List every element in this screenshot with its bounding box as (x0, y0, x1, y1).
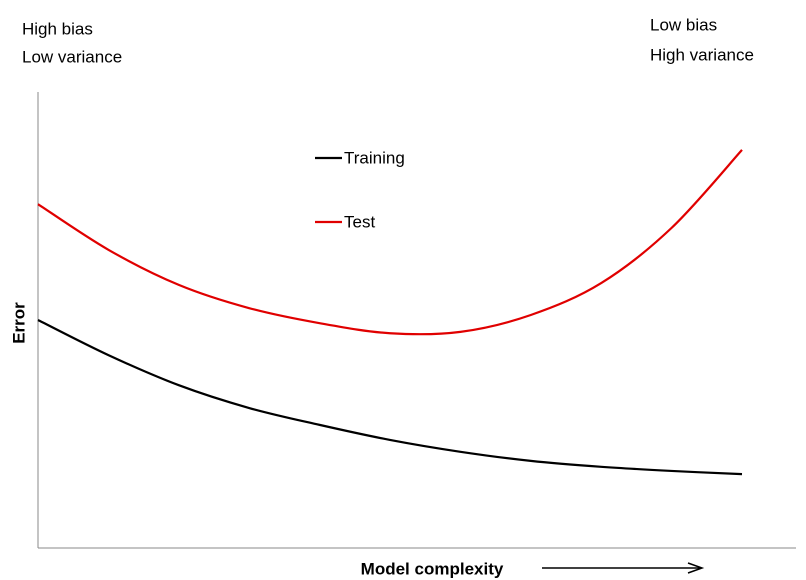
legend-label: Test (344, 212, 375, 231)
line-series (37, 149, 743, 336)
y-axis-label: Error (9, 302, 28, 344)
line-series (37, 319, 743, 476)
annotation: High variance (650, 45, 754, 64)
annotation: Low bias (650, 15, 717, 34)
legend-label: Training (344, 148, 405, 167)
annotation: Low variance (22, 47, 122, 66)
annotation: High bias (22, 19, 93, 38)
x-axis-label: Model complexity (361, 559, 504, 578)
arrow-head (687, 562, 705, 574)
